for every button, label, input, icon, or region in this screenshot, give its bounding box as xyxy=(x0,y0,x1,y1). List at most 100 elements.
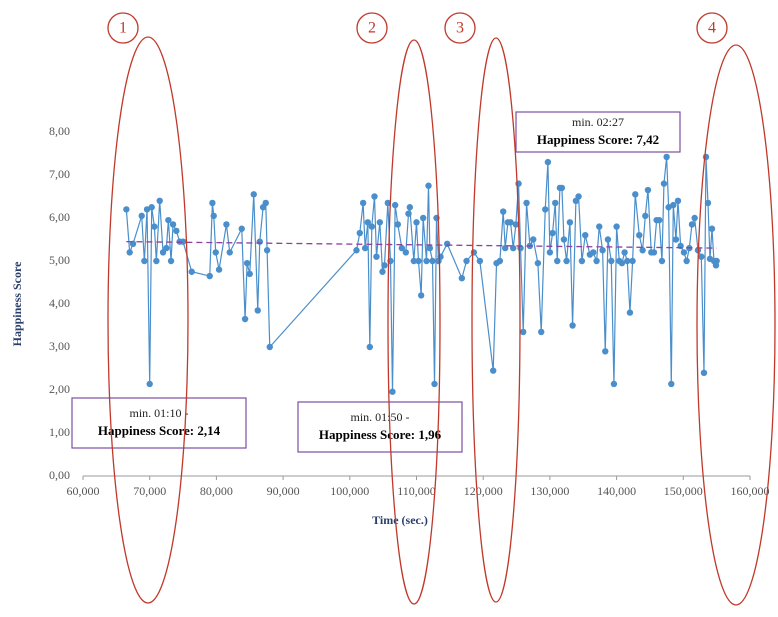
data-point xyxy=(398,244,406,252)
x-tick-label: 150,000 xyxy=(664,484,703,498)
data-point xyxy=(708,225,716,232)
annotation-time: min. 01:10 - xyxy=(130,406,189,420)
data-point xyxy=(560,236,568,243)
data-point xyxy=(680,249,688,256)
data-point xyxy=(549,229,556,237)
y-tick-label: 7,00 xyxy=(49,167,70,181)
data-point xyxy=(698,253,705,260)
data-point xyxy=(490,367,497,374)
highlight-ellipse xyxy=(107,36,189,604)
data-point xyxy=(639,247,646,254)
data-point xyxy=(262,199,269,207)
data-point xyxy=(256,238,263,245)
marker-circle xyxy=(107,12,139,44)
data-point xyxy=(138,212,145,220)
trend-line xyxy=(126,241,717,249)
data-point xyxy=(361,244,369,252)
data-point xyxy=(593,257,600,265)
annotation-score: Happiness Score: 1,96 xyxy=(319,427,442,442)
data-point xyxy=(146,380,153,388)
data-point xyxy=(554,257,561,265)
data-point xyxy=(366,343,374,351)
data-point xyxy=(642,212,649,220)
y-tick-label: 4,00 xyxy=(49,296,70,310)
data-point xyxy=(165,216,172,224)
data-point xyxy=(241,315,249,323)
data-point xyxy=(476,257,484,265)
data-point xyxy=(632,191,639,198)
data-point xyxy=(713,257,720,265)
highlight-ellipse xyxy=(387,39,441,605)
y-tick-label: 6,00 xyxy=(49,210,70,224)
data-point xyxy=(148,204,155,211)
data-point xyxy=(243,259,251,267)
data-point xyxy=(602,348,609,355)
data-point xyxy=(210,212,217,220)
data-point xyxy=(406,204,414,211)
marker-circle xyxy=(696,12,728,44)
data-point xyxy=(153,257,160,265)
x-tick-label: 160,000 xyxy=(731,484,770,498)
data-point xyxy=(359,199,367,207)
data-point xyxy=(629,257,636,265)
data-point xyxy=(507,219,514,226)
data-point xyxy=(126,249,133,256)
data-point xyxy=(530,236,537,243)
data-point xyxy=(515,180,522,187)
data-point xyxy=(410,257,418,265)
data-point xyxy=(604,236,612,243)
data-point xyxy=(212,249,219,256)
data-point xyxy=(683,257,690,265)
data-point xyxy=(179,238,187,245)
data-point xyxy=(702,153,710,161)
y-tick-label: 5,00 xyxy=(49,253,70,267)
data-point xyxy=(688,221,696,228)
data-point xyxy=(558,184,566,192)
data-point xyxy=(523,199,530,207)
data-point xyxy=(266,343,273,351)
data-point xyxy=(596,223,603,230)
annotation-score: Happiness Score: 2,14 xyxy=(98,423,221,438)
data-point xyxy=(512,221,520,228)
marker-label: 2 xyxy=(368,20,376,37)
data-point xyxy=(443,240,451,247)
highlight-ellipse xyxy=(696,44,776,606)
data-point xyxy=(209,199,216,207)
annotation-box xyxy=(71,397,247,449)
y-tick-label: 8,00 xyxy=(49,124,70,138)
y-tick-label: 3,00 xyxy=(49,339,70,353)
data-point xyxy=(552,199,559,207)
data-point xyxy=(405,210,412,217)
annotation-time: min. 02:27 xyxy=(572,115,624,129)
data-point xyxy=(674,197,682,204)
data-point xyxy=(173,227,180,235)
data-point xyxy=(151,223,158,230)
data-point xyxy=(250,191,257,198)
data-point xyxy=(470,249,478,256)
marker-label: 3 xyxy=(456,20,464,37)
x-tick-label: 60,000 xyxy=(67,484,100,498)
data-point xyxy=(263,247,271,254)
data-point xyxy=(238,225,245,232)
data-point xyxy=(156,197,163,204)
annotation-box xyxy=(515,111,681,153)
data-point xyxy=(425,182,432,189)
data-point xyxy=(546,249,554,256)
data-point xyxy=(668,380,675,388)
marker-circle xyxy=(444,12,476,44)
data-point xyxy=(169,221,177,228)
data-point xyxy=(520,328,527,336)
data-point xyxy=(624,257,631,265)
data-point xyxy=(163,244,170,252)
y-axis-title: Happiness Score xyxy=(10,261,24,346)
x-tick-label: 100,000 xyxy=(330,484,369,498)
data-point xyxy=(538,328,545,336)
data-point xyxy=(402,249,410,256)
data-point xyxy=(159,249,167,256)
data-point xyxy=(364,219,372,226)
data-point xyxy=(578,257,586,265)
data-point xyxy=(608,257,615,265)
data-point xyxy=(542,206,549,213)
annotation-score: Happiness Score: 7,42 xyxy=(537,132,659,147)
x-tick-label: 90,000 xyxy=(267,484,300,498)
